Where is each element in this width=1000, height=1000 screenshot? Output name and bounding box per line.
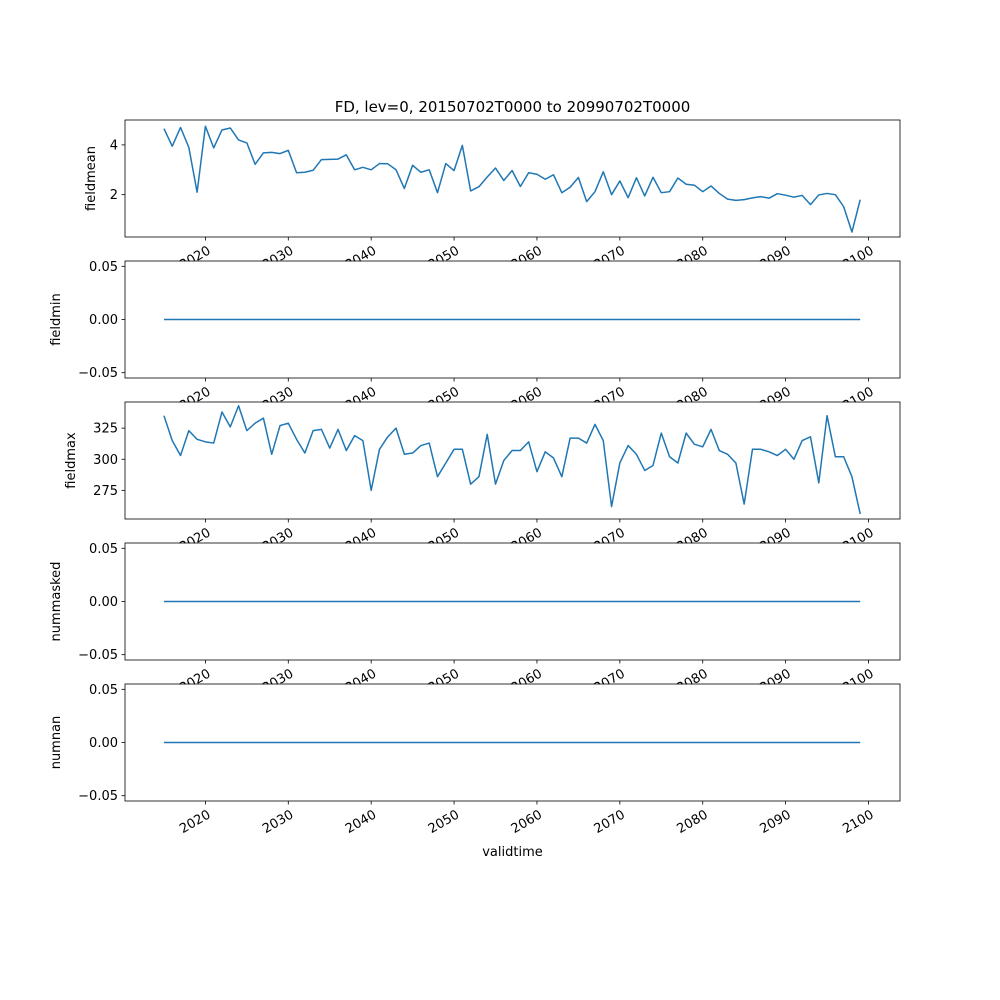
- y-tick-label: 0.05: [89, 683, 118, 698]
- plot-frame: [124, 401, 901, 520]
- y-axis-label: fieldmin: [49, 293, 64, 346]
- y-tick-label: 300: [93, 453, 118, 468]
- y-axis-label: nummasked: [49, 562, 64, 642]
- y-tick-label: 275: [93, 484, 118, 499]
- series-line-fieldmean: [163, 125, 861, 233]
- y-tick-label: 4: [110, 138, 118, 153]
- panel-cover: [125, 261, 900, 276]
- series-line-fieldmax: [163, 404, 861, 515]
- y-axis-label: numnan: [49, 716, 64, 770]
- plot-frame: [124, 119, 901, 238]
- y-tick-label: −0.05: [78, 648, 118, 663]
- y-tick-label: −0.05: [78, 366, 118, 381]
- y-tick-label: 0.00: [89, 313, 118, 328]
- x-axis-label: validtime: [482, 845, 543, 860]
- y-axis-label: fieldmean: [84, 146, 99, 211]
- panel-cover: [125, 402, 900, 417]
- y-tick-label: 0.00: [89, 595, 118, 610]
- y-tick-label: 325: [93, 422, 118, 437]
- y-tick-label: 0.05: [89, 260, 118, 275]
- y-tick-label: 0.00: [89, 736, 118, 751]
- panel-cover: [125, 543, 900, 558]
- y-tick-label: −0.05: [78, 789, 118, 804]
- y-axis-label: fieldmax: [64, 432, 79, 489]
- y-tick-label: 2: [110, 188, 118, 203]
- chart-title: FD, lev=0, 20150702T0000 to 20990702T000…: [335, 98, 691, 116]
- y-tick-label: 0.05: [89, 542, 118, 557]
- panel-cover: [125, 684, 900, 699]
